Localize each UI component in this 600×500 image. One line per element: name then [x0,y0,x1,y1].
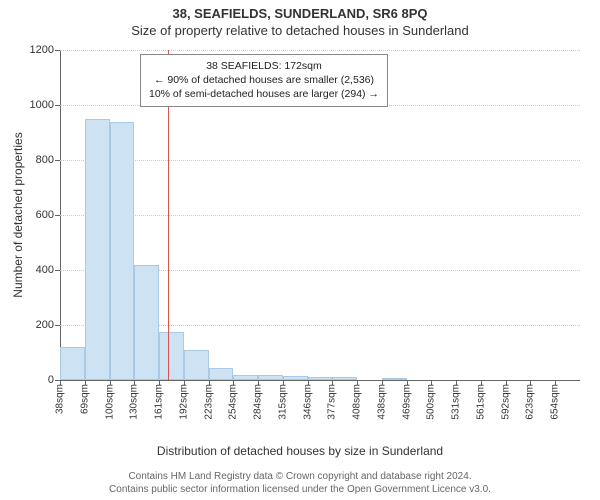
x-axis-label: Distribution of detached houses by size … [0,444,600,458]
xtick-label: 500sqm [426,384,437,420]
xtick-label: 438sqm [376,384,387,420]
xtick-label: 192sqm [178,384,189,420]
histogram-bar [184,350,209,380]
xtick-label: 100sqm [104,384,115,420]
xtick-label: 38sqm [55,384,66,414]
histogram-bar [382,378,407,380]
histogram-bar [233,375,258,381]
page-subtitle: Size of property relative to detached ho… [0,21,600,38]
xtick-label: 69sqm [79,384,90,414]
callout-line: 10% of semi-detached houses are larger (… [149,87,379,101]
xtick-label: 161sqm [154,384,165,420]
xtick-label: 315sqm [277,384,288,420]
xtick-label: 254sqm [228,384,239,420]
ytick-label: 200 [36,319,60,331]
grid-line [60,215,580,216]
histogram-bar [110,122,135,381]
histogram-bar [308,377,333,380]
xtick-label: 469sqm [401,384,412,420]
chart-plot-area: 02004006008001000120038sqm69sqm100sqm130… [60,50,580,380]
histogram-bar [60,347,85,380]
xtick-label: 377sqm [327,384,338,420]
ytick-label: 400 [36,264,60,276]
histogram-bar [332,377,357,380]
xtick-label: 623sqm [525,384,536,420]
xtick-label: 561sqm [475,384,486,420]
footer-line-1: Contains HM Land Registry data © Crown c… [0,470,600,483]
footer-attribution: Contains HM Land Registry data © Crown c… [0,470,600,496]
reference-callout: 38 SEAFIELDS: 172sqm← 90% of detached ho… [140,54,388,107]
footer-line-2: Contains public sector information licen… [0,483,600,496]
chart-inner: 02004006008001000120038sqm69sqm100sqm130… [60,50,580,381]
callout-line: ← 90% of detached houses are smaller (2,… [149,73,379,87]
xtick-label: 130sqm [129,384,140,420]
xtick-label: 531sqm [451,384,462,420]
xtick-label: 592sqm [500,384,511,420]
xtick-label: 408sqm [352,384,363,420]
ytick-label: 1000 [30,99,60,111]
histogram-bar [159,332,184,380]
grid-line [60,50,580,51]
grid-line [60,160,580,161]
xtick-label: 654sqm [550,384,561,420]
xtick-label: 346sqm [302,384,313,420]
page-title: 38, SEAFIELDS, SUNDERLAND, SR6 8PQ [0,0,600,21]
histogram-bar [258,375,283,380]
xtick-label: 223sqm [203,384,214,420]
xtick-label: 284sqm [253,384,264,420]
histogram-bar [85,119,110,380]
ytick-label: 1200 [30,44,60,56]
callout-line: 38 SEAFIELDS: 172sqm [149,59,379,73]
histogram-bar [134,265,159,381]
ytick-label: 600 [36,209,60,221]
histogram-bar [209,368,234,380]
ytick-label: 800 [36,154,60,166]
y-axis-label: Number of detached properties [11,132,25,297]
histogram-bar [283,376,308,380]
